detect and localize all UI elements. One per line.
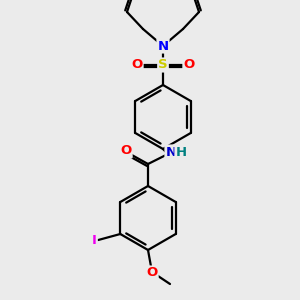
Text: N: N: [158, 40, 169, 52]
Text: O: O: [131, 58, 142, 71]
Text: O: O: [183, 58, 195, 71]
Text: N: N: [165, 146, 177, 158]
Text: O: O: [146, 266, 158, 280]
Text: O: O: [120, 145, 132, 158]
Text: S: S: [158, 58, 168, 71]
Text: I: I: [92, 235, 97, 248]
Text: H: H: [176, 146, 187, 160]
